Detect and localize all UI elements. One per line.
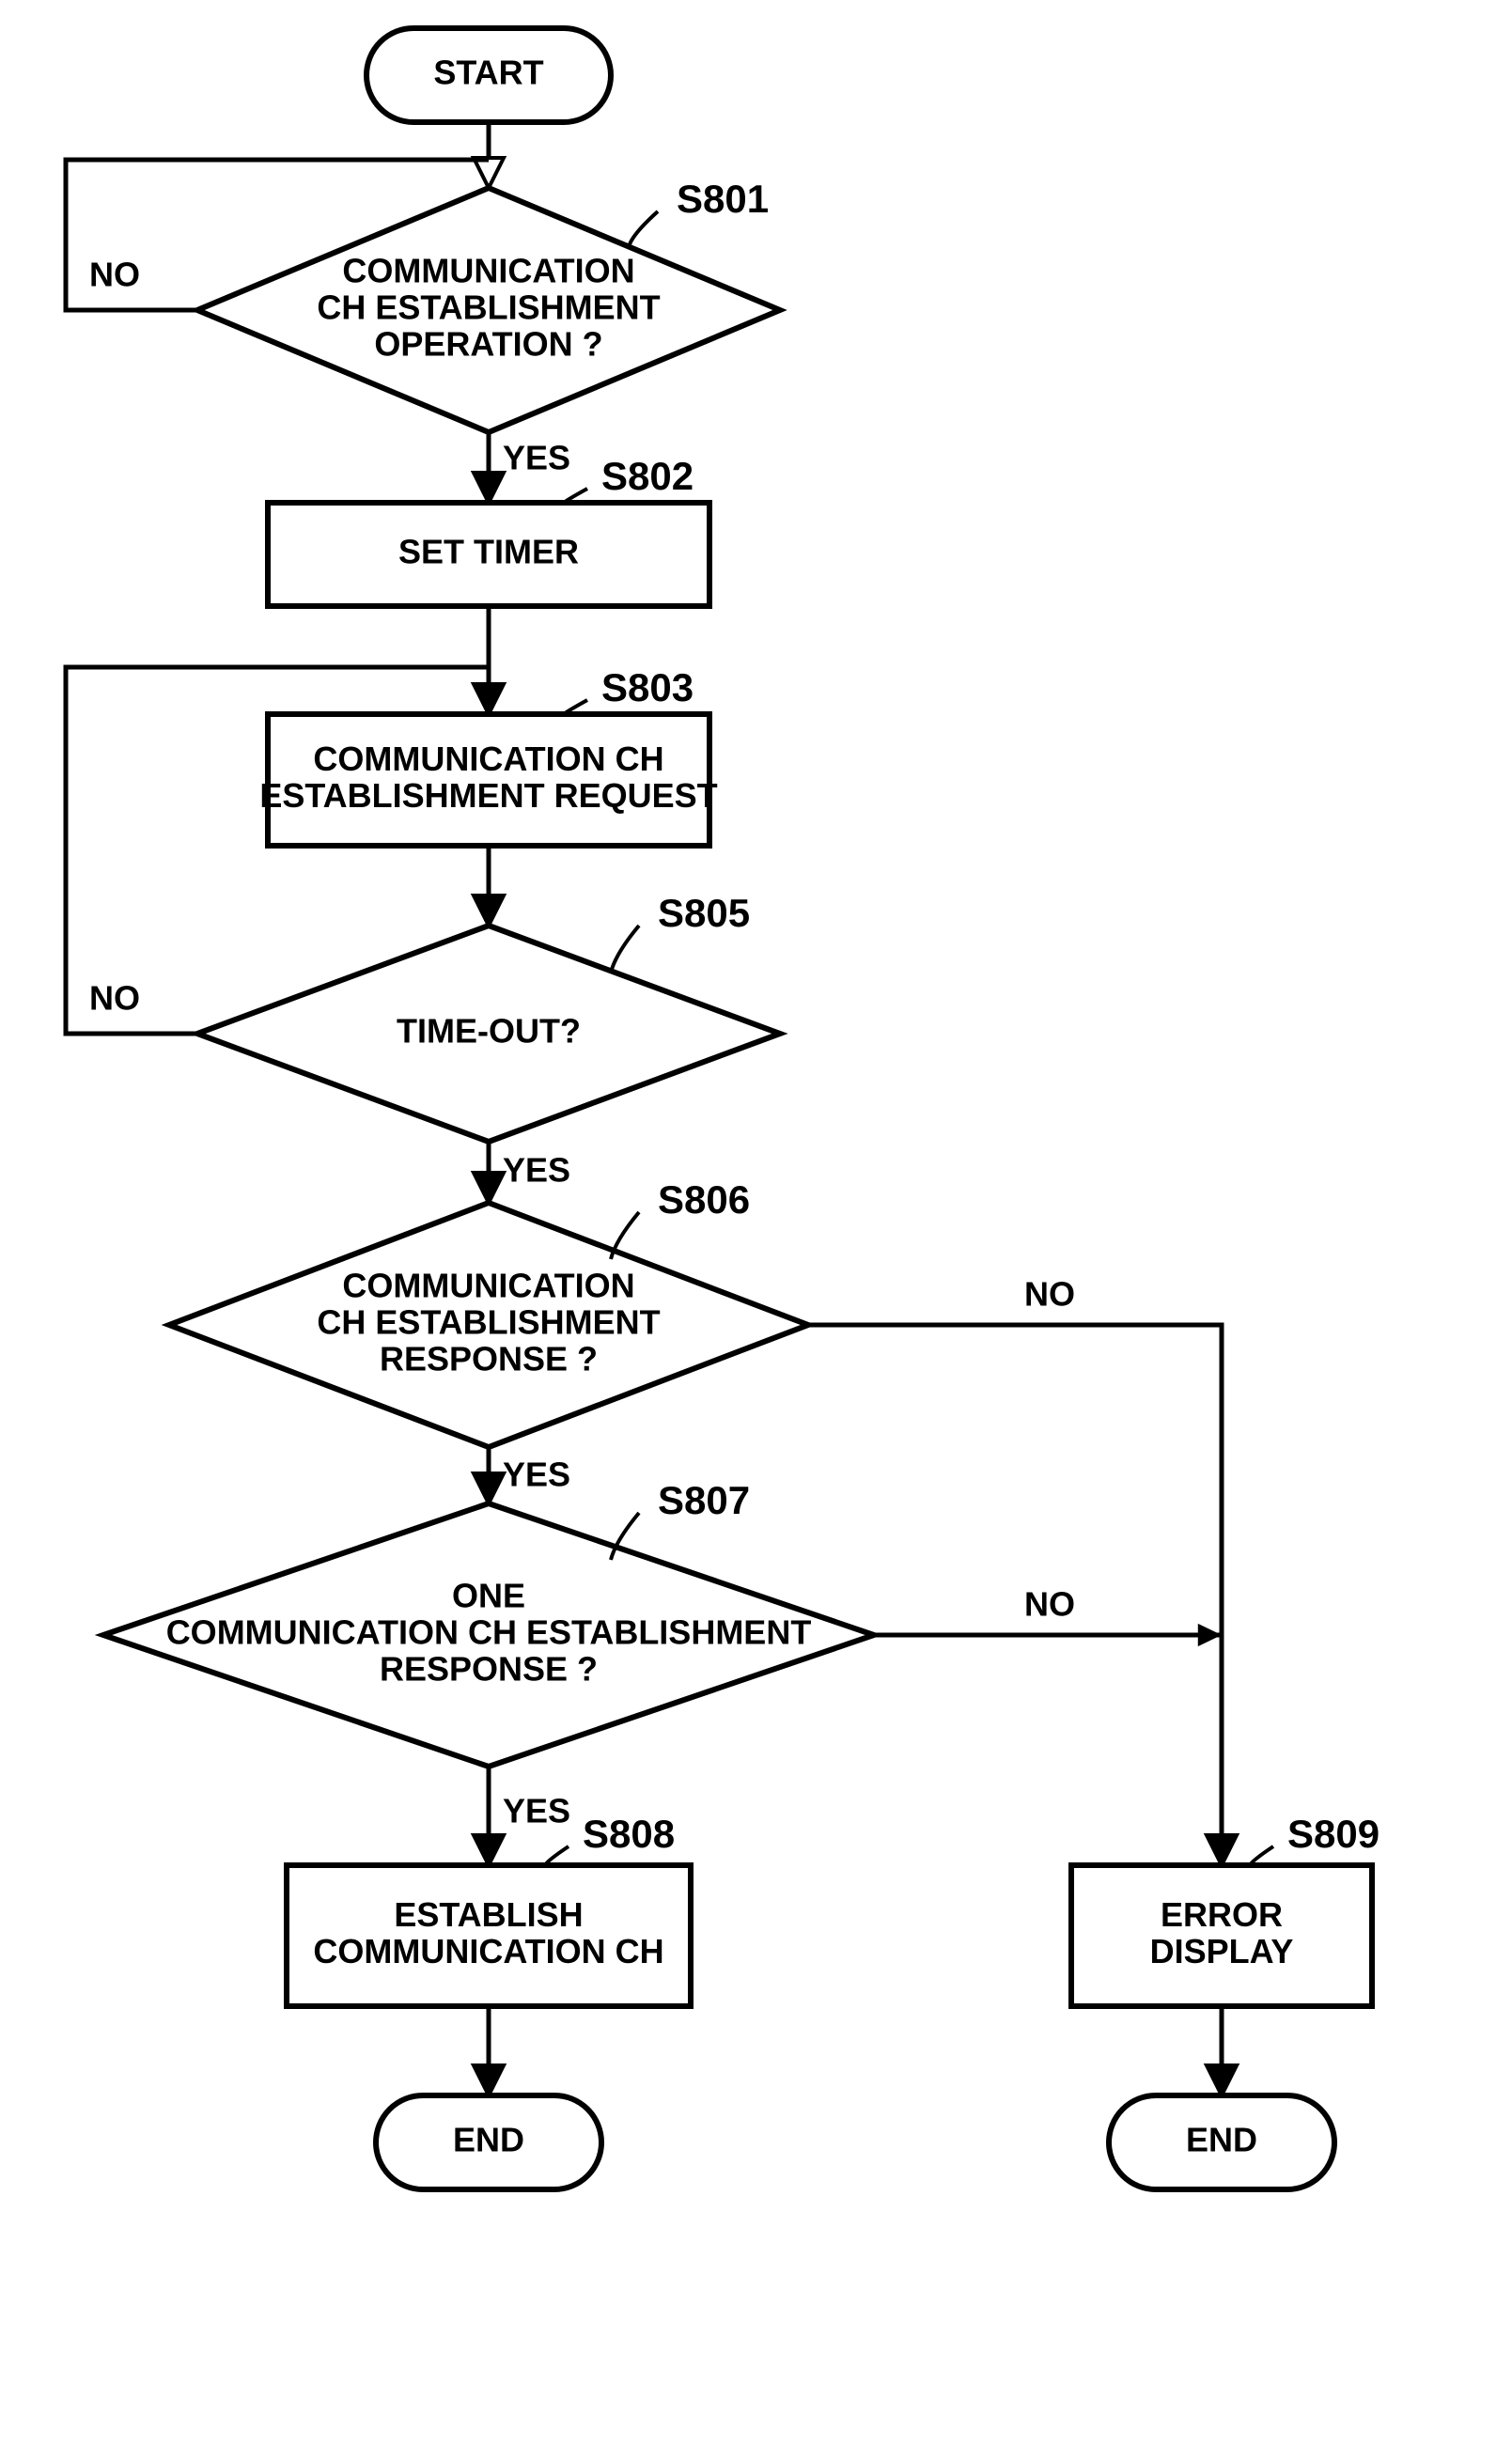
node-end1: END bbox=[376, 2095, 601, 2189]
node-text-d807-line1: COMMUNICATION CH ESTABLISHMENT bbox=[166, 1613, 812, 1652]
step-label-s807: S807 bbox=[658, 1478, 750, 1522]
edge-d806-no bbox=[808, 1325, 1222, 1865]
node-end2: END bbox=[1109, 2095, 1334, 2189]
node-p808: ESTABLISHCOMMUNICATION CH bbox=[287, 1865, 691, 2006]
node-text-d801-line1: CH ESTABLISHMENT bbox=[317, 288, 660, 327]
edge-arrowhead-d807-no bbox=[1198, 1624, 1222, 1646]
node-text-p802-line0: SET TIMER bbox=[398, 533, 579, 571]
node-p802: SET TIMER bbox=[268, 503, 709, 606]
node-text-p809-line0: ERROR bbox=[1161, 1895, 1283, 1934]
node-text-d806-line1: CH ESTABLISHMENT bbox=[317, 1303, 660, 1342]
flowchart-canvas: STARTCOMMUNICATIONCH ESTABLISHMENTOPERAT… bbox=[0, 0, 1512, 2445]
edge-label-d801-no: NO bbox=[89, 256, 140, 294]
step-label-s803: S803 bbox=[601, 665, 694, 709]
node-text-d806-line0: COMMUNICATION bbox=[342, 1267, 634, 1305]
node-text-p803-line0: COMMUNICATION CH bbox=[313, 740, 663, 778]
step-leader-s805 bbox=[611, 926, 639, 973]
step-label-s801: S801 bbox=[677, 177, 769, 221]
node-start: START bbox=[366, 28, 611, 122]
edge-label-d806-no: NO bbox=[1024, 1275, 1075, 1314]
node-text-p808-line1: COMMUNICATION CH bbox=[313, 1932, 663, 1970]
edge-label-d807-p808: YES bbox=[503, 1792, 570, 1830]
node-text-d807-line0: ONE bbox=[452, 1577, 525, 1615]
node-text-d805-line0: TIME-OUT? bbox=[397, 1012, 581, 1051]
step-label-s802: S802 bbox=[601, 454, 694, 498]
node-text-end2-line0: END bbox=[1186, 2121, 1257, 2159]
node-p803: COMMUNICATION CHESTABLISHMENT REQUEST bbox=[259, 714, 717, 846]
node-text-d801-line2: OPERATION ? bbox=[374, 324, 602, 363]
edge-label-d805-d806: YES bbox=[503, 1151, 570, 1190]
node-text-d807-line2: RESPONSE ? bbox=[380, 1649, 598, 1688]
edge-label-d805-no: NO bbox=[89, 979, 140, 1018]
step-label-s805: S805 bbox=[658, 891, 750, 935]
edge-label-d801-p802: YES bbox=[503, 439, 570, 477]
node-d807: ONECOMMUNICATION CH ESTABLISHMENTRESPONS… bbox=[103, 1503, 874, 1767]
node-text-d801-line0: COMMUNICATION bbox=[342, 252, 634, 290]
step-leader-s801 bbox=[630, 211, 658, 244]
edge-label-d806-d807: YES bbox=[503, 1456, 570, 1494]
node-d806: COMMUNICATIONCH ESTABLISHMENTRESPONSE ? bbox=[169, 1203, 808, 1447]
node-d805: TIME-OUT? bbox=[197, 926, 780, 1142]
node-d801: COMMUNICATIONCH ESTABLISHMENTOPERATION ? bbox=[197, 188, 780, 432]
node-text-d806-line2: RESPONSE ? bbox=[380, 1339, 598, 1378]
node-text-start-line0: START bbox=[433, 54, 543, 92]
step-label-s806: S806 bbox=[658, 1177, 750, 1222]
node-text-p808-line0: ESTABLISH bbox=[394, 1895, 583, 1934]
node-text-end1-line0: END bbox=[453, 2121, 524, 2159]
step-label-s808: S808 bbox=[583, 1812, 675, 1856]
node-text-p803-line1: ESTABLISHMENT REQUEST bbox=[259, 776, 717, 815]
node-text-p809-line1: DISPLAY bbox=[1150, 1932, 1294, 1970]
step-label-s809: S809 bbox=[1287, 1812, 1380, 1856]
node-p809: ERRORDISPLAY bbox=[1071, 1865, 1372, 2006]
edge-label-d807-no: NO bbox=[1024, 1585, 1075, 1624]
